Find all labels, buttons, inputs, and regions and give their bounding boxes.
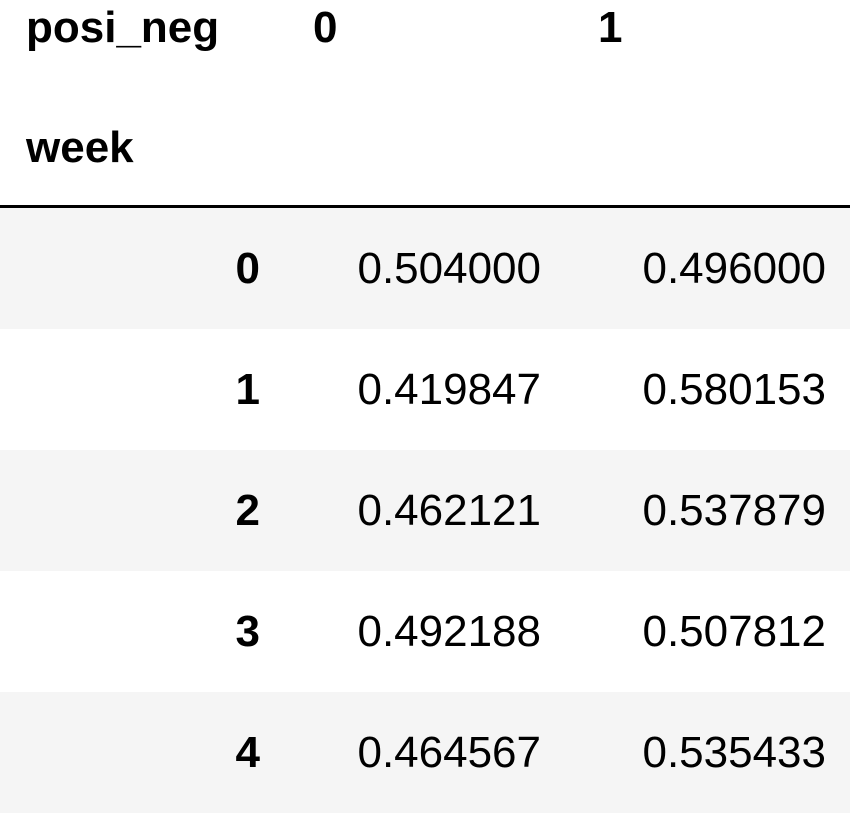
table-cell: 0.507812: [642, 606, 826, 656]
table-cell: 0.492188: [357, 606, 541, 656]
table-row: [0, 208, 850, 329]
row-index: 0: [235, 243, 260, 293]
table-cell: 0.462121: [357, 485, 541, 535]
column-header: 1: [598, 3, 623, 52]
table-cell: 0.504000: [357, 243, 541, 293]
row-index: 3: [235, 606, 260, 656]
table-cell: 0.419847: [357, 364, 541, 414]
table-row: [0, 692, 850, 813]
table-cell: 0.535433: [642, 727, 826, 777]
table-cell: 0.537879: [642, 485, 826, 535]
table-row: [0, 450, 850, 571]
columns-name: posi_neg: [26, 3, 220, 52]
row-index: 2: [235, 485, 260, 535]
table-cell: 0.464567: [357, 727, 541, 777]
row-index: 4: [235, 727, 260, 777]
column-header: 0: [313, 3, 338, 52]
index-name: week: [26, 123, 134, 172]
table-cell: 0.580153: [642, 364, 826, 414]
table-cell: 0.496000: [642, 243, 826, 293]
header-rule: [0, 205, 850, 208]
row-index: 1: [235, 364, 260, 414]
